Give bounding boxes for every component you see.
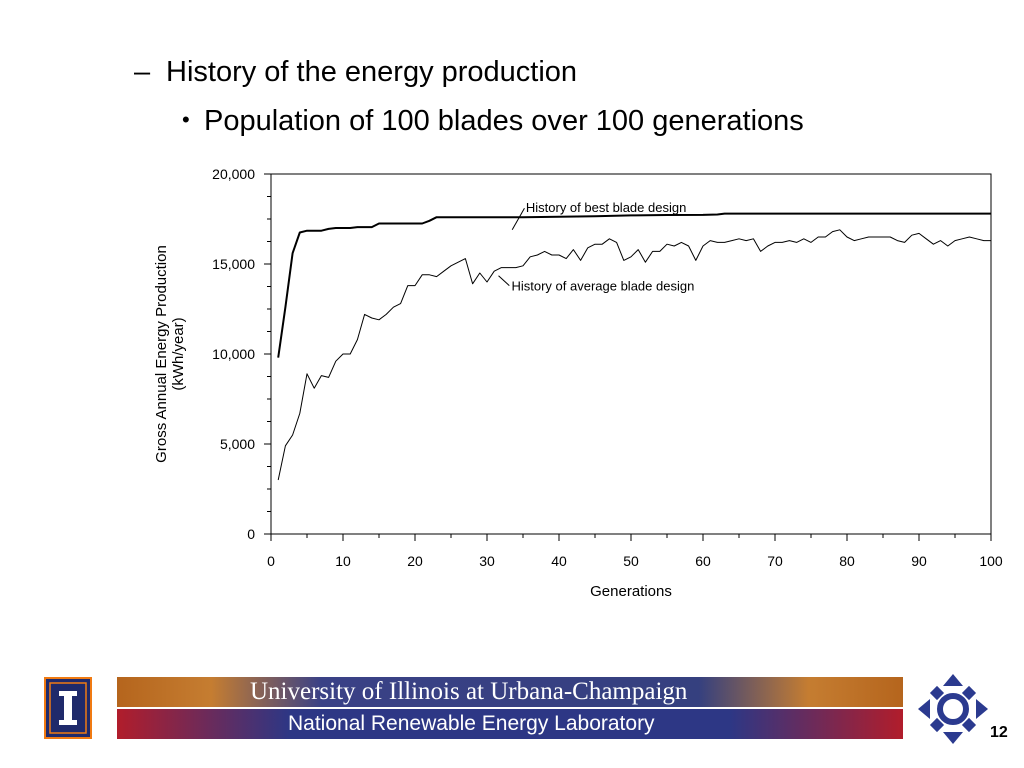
x-tick-label: 90 xyxy=(911,553,927,569)
x-tick-label: 10 xyxy=(335,553,351,569)
y-tick-label: 5,000 xyxy=(220,436,255,452)
x-axis-label: Generations xyxy=(590,583,672,600)
x-tick-label: 70 xyxy=(767,553,783,569)
x-tick-label: 50 xyxy=(623,553,639,569)
y-tick-label: 20,000 xyxy=(212,166,255,182)
slide-heading: History of the energy production xyxy=(166,56,578,88)
plot-frame xyxy=(270,173,992,535)
lab-banner: National Renewable Energy Laboratory xyxy=(117,709,903,739)
nrel-cross-logo xyxy=(916,672,990,746)
x-tick-label: 20 xyxy=(407,553,423,569)
best-design-annotation: History of best blade design xyxy=(526,200,686,215)
y-tick-label: 10,000 xyxy=(212,346,255,362)
page-number: 12 xyxy=(990,724,1008,741)
bullet-dot: • xyxy=(182,107,190,132)
slide-subheading: Population of 100 blades over 100 genera… xyxy=(204,105,804,137)
average-design-leader xyxy=(498,275,510,286)
average-design-line xyxy=(277,229,991,481)
x-tick-label: 100 xyxy=(979,553,1003,569)
y-tick-label: 15,000 xyxy=(212,256,255,272)
y-axis-label-line: Gross Annual Energy Production xyxy=(153,245,170,463)
energy-production-chart: 0 10 20 30 40 50 60 70 80 90 100 0 5,000 10,000 15,000… xyxy=(153,166,1003,600)
bullet-heading: – History of the energy production xyxy=(134,56,577,89)
x-tick-label: 40 xyxy=(551,553,567,569)
bullet-dash: – xyxy=(134,56,151,88)
illinois-block-i-logo xyxy=(44,677,92,739)
university-banner: University of Illinois at Urbana-Champai… xyxy=(117,677,903,707)
x-tick-label: 0 xyxy=(267,553,275,569)
bullet-subheading: • Population of 100 blades over 100 gener… xyxy=(182,105,804,138)
best-design-leader xyxy=(511,207,525,231)
average-design-annotation: History of average blade design xyxy=(511,279,694,294)
nrel-cross-icon xyxy=(918,674,988,744)
x-tick-label: 60 xyxy=(695,553,711,569)
y-tick-label: 0 xyxy=(247,526,255,542)
x-tick-label: 80 xyxy=(839,553,855,569)
best-design-line xyxy=(277,212,991,358)
y-axis-label-line: (kWh/year) xyxy=(170,317,187,390)
y-axis-label: Gross Annual Energy Production(kWh/year) xyxy=(153,245,187,463)
illinois-i-icon xyxy=(49,682,87,734)
x-tick-label: 30 xyxy=(479,553,495,569)
